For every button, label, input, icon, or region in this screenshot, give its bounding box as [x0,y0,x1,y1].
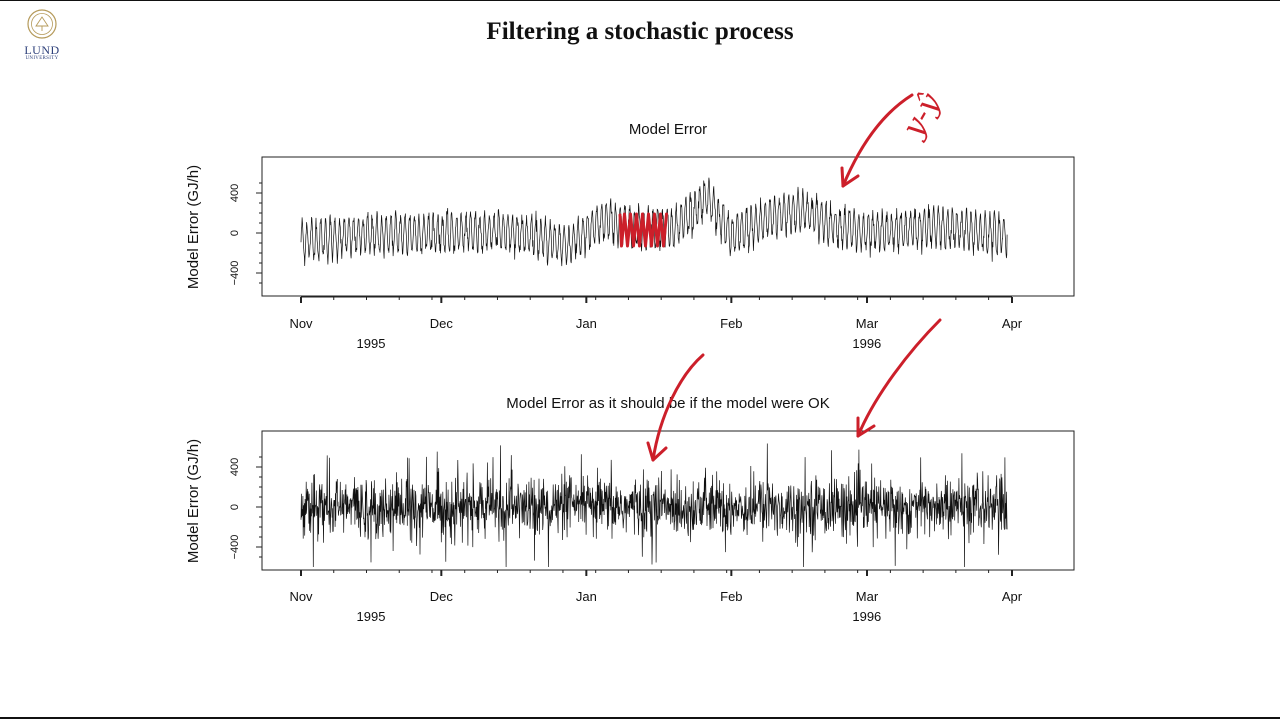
y-axis-label: Model Error (GJ/h) [185,165,202,289]
x-tick-label: Jan [576,316,597,331]
y-tick-label: 0 [229,504,241,510]
x-tick-label: Nov [289,316,313,331]
y-tick-label: 400 [229,184,241,202]
arrow-head [856,416,876,438]
logo-subtitle: UNIVERSITY [25,56,59,61]
year-label: 1995 [357,609,386,624]
y-tick-label: −400 [229,261,241,286]
chart-title: Model Error [629,121,707,138]
x-tick-label: Nov [289,589,313,604]
series-line [300,443,1008,568]
x-tick-label: Mar [856,589,879,604]
year-label: 1996 [852,336,881,351]
x-tick-label: Feb [720,589,742,604]
x-tick-label: Apr [1002,316,1023,331]
chart-2: Model Error as it should be if the model… [185,395,1075,624]
bottom-border [0,717,1280,719]
year-label: 1995 [357,336,386,351]
university-logo: LUND UNIVERSITY [20,8,64,62]
y-tick-label: −400 [229,535,241,560]
top-border [0,0,1280,1]
x-tick-label: Dec [430,316,454,331]
handwritten-note: y-ŷ [895,87,949,145]
year-label: 1996 [852,609,881,624]
arrow-to-bottom-chart-1 [651,353,705,462]
y-tick-label: 400 [229,458,241,476]
x-tick-label: Feb [720,316,742,331]
x-tick-label: Mar [856,316,879,331]
arrow-to-bottom-chart-2 [856,318,942,438]
arrow-to-top-chart [841,93,914,188]
x-tick-label: Apr [1002,589,1023,604]
y-tick-label: 0 [229,230,241,236]
slide-title: Filtering a stochastic process [486,18,794,45]
arrow-head [840,166,860,188]
chart-1: Model Error Model Error (GJ/h) −400 0 400 Nov… [185,121,1075,351]
x-tick-label: Dec [430,589,454,604]
y-axis-label: Model Error (GJ/h) [185,439,202,563]
arrow-head [646,441,668,462]
red-scribble [618,212,668,248]
x-tick-label: Jan [576,589,597,604]
logo-name: LUND [24,43,60,57]
lund-seal-icon [27,9,57,39]
